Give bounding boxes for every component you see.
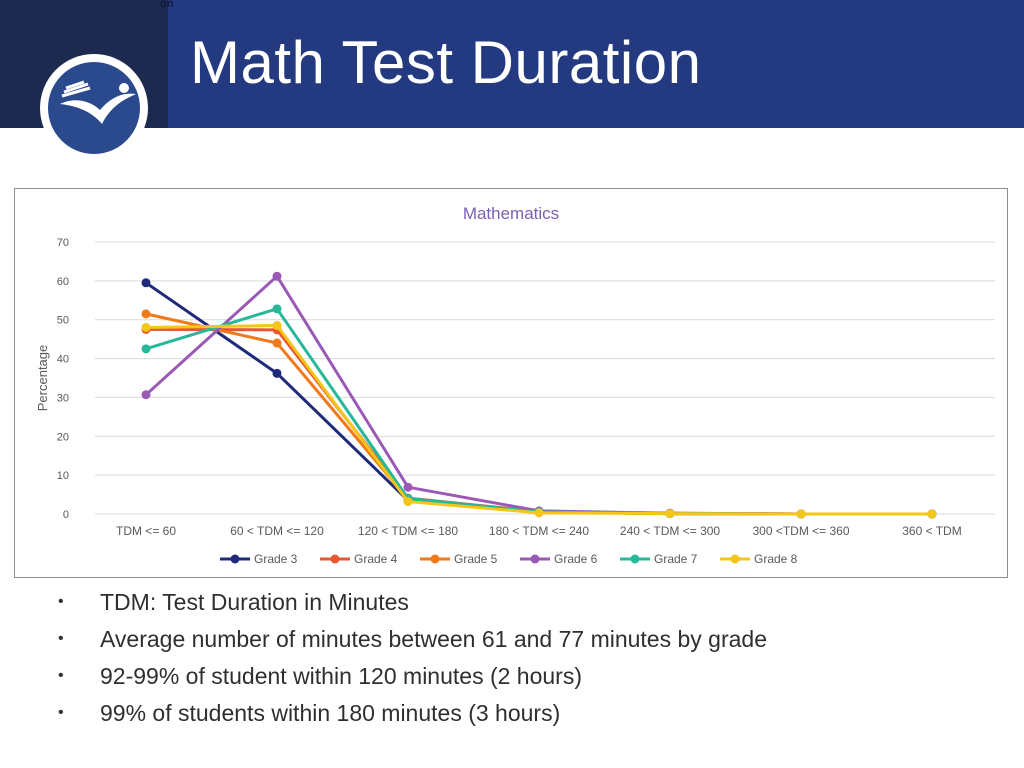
bullet-marker: •	[58, 630, 64, 647]
legend-label: Grade 7	[654, 552, 698, 566]
legend-swatch-marker	[530, 554, 540, 564]
x-tick-label: 120 < TDM <= 180	[358, 524, 459, 538]
y-tick-label: 20	[57, 431, 69, 443]
data-point	[141, 278, 151, 288]
y-tick-label: 30	[57, 392, 69, 404]
header-edge-text: on	[160, 0, 174, 10]
data-point	[403, 497, 413, 507]
data-point	[534, 508, 544, 518]
y-tick-label: 60	[57, 276, 69, 288]
data-point	[272, 321, 282, 331]
legend-label: Grade 6	[554, 552, 598, 566]
bullet-text: 99% of students within 180 minutes (3 ho…	[100, 700, 561, 726]
logo-head	[119, 83, 129, 93]
series-line-grade-5	[145, 312, 932, 516]
header-bar: on Math Test Duration	[0, 0, 1024, 128]
y-tick-label: 50	[57, 315, 69, 327]
y-tick-label: 0	[63, 509, 69, 521]
y-tick-label: 70	[57, 237, 69, 249]
logo-book-lines	[61, 80, 91, 98]
line-chart: Mathematics 0 10 20 30 40 50 60 70 Percentage TDM …	[35, 204, 995, 566]
chart-frame: Mathematics 0 10 20 30 40 50 60 70 Percentage TDM …	[14, 188, 1008, 578]
data-point	[665, 509, 675, 519]
data-point	[141, 322, 151, 332]
data-point	[272, 304, 282, 314]
data-point	[927, 509, 937, 519]
bullet-text: 92-99% of student within 120 minutes (2 …	[100, 663, 582, 689]
bullet-text: TDM: Test Duration in Minutes	[100, 589, 409, 615]
x-tick-label: 180 < TDM <= 240	[489, 524, 590, 538]
page-title: Math Test Duration	[190, 29, 702, 96]
data-point	[403, 482, 413, 492]
bullet-item: • 92-99% of student within 120 minutes (2…	[58, 658, 998, 695]
bullet-item: • TDM: Test Duration in Minutes	[58, 584, 998, 621]
bullet-list: • TDM: Test Duration in Minutes • Average n…	[58, 584, 998, 732]
data-point	[272, 338, 282, 348]
organization-logo	[40, 54, 148, 162]
legend-label: Grade 3	[254, 552, 298, 566]
data-point	[272, 368, 282, 378]
legend-label: Grade 5	[454, 552, 498, 566]
legend-swatch-marker	[230, 554, 240, 564]
y-tick-label: 10	[57, 470, 69, 482]
x-tick-label: TDM <= 60	[116, 524, 176, 538]
x-tick-label: 240 < TDM <= 300	[620, 524, 721, 538]
legend-label: Grade 4	[354, 552, 398, 566]
data-point	[141, 344, 151, 354]
legend-label: Grade 8	[754, 552, 798, 566]
chart-title: Mathematics	[463, 204, 559, 223]
bullet-marker: •	[58, 667, 64, 684]
x-tick-label: 60 < TDM <= 120	[230, 524, 324, 538]
series-line-grade-3	[145, 281, 932, 516]
data-point	[796, 509, 806, 519]
legend-swatch-marker	[730, 554, 740, 564]
data-point	[141, 309, 151, 319]
legend-swatch-marker	[430, 554, 440, 564]
bullet-item: • 99% of students within 180 minutes (3 h…	[58, 695, 998, 732]
bullet-item: • Average number of minutes between 61 an…	[58, 621, 998, 658]
bullet-text: Average number of minutes between 61 and…	[100, 626, 767, 652]
y-axis-label: Percentage	[35, 345, 50, 412]
legend-swatch-marker	[330, 554, 340, 564]
series-line-grade-4	[145, 327, 932, 516]
bullet-marker: •	[58, 593, 64, 610]
legend-swatch-marker	[630, 554, 640, 564]
data-point	[272, 271, 282, 281]
bullet-marker: •	[58, 704, 64, 721]
data-point	[141, 390, 151, 400]
y-tick-label: 40	[57, 354, 69, 366]
x-tick-label: 360 < TDM	[902, 524, 961, 538]
logo-swoosh	[60, 93, 136, 124]
x-tick-label: 300 <TDM <= 360	[752, 524, 849, 538]
series-line-grade-8	[145, 324, 932, 516]
